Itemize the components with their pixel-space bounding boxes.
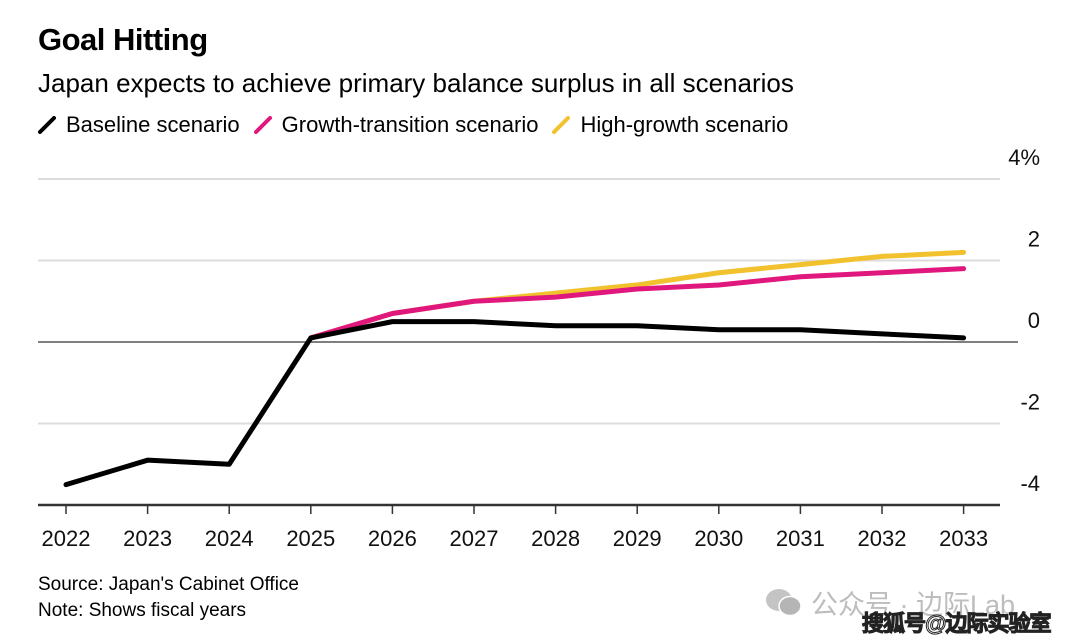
watermark-sohu: 搜狐号@边际实验室 [861, 611, 1051, 637]
watermark-wechat: 公众号 · 边际Lab [765, 583, 1015, 622]
legend-label-high-growth: High-growth scenario [580, 112, 789, 137]
wechat-icon [766, 588, 802, 616]
legend-item-high-growth: High-growth scenario [552, 112, 788, 138]
chart-subtitle: Japan expects to achieve primary balance… [38, 68, 794, 98]
x-tick-label: 2032 [858, 526, 907, 551]
legend-swatch-growth-transition-icon [253, 116, 272, 134]
y-tick-label: 4% [1008, 145, 1040, 170]
x-axis: 2022 2023 2024 2025 2026 2027 2028 2029 2030 2031… [38, 503, 1000, 551]
legend-label-growth-transition: Growth-transition scenario [281, 112, 539, 137]
series-line-growth-transition-scenario [308, 266, 967, 341]
x-tick-label: 2031 [776, 526, 825, 551]
x-tick-label: 2023 [123, 526, 172, 551]
y-tick-label: -2 [1020, 390, 1040, 415]
y-tick-label: -4 [1020, 471, 1040, 496]
x-tick-label: 2033 [939, 526, 988, 551]
series-lines [63, 249, 967, 488]
legend-label-baseline: Baseline scenario [66, 112, 240, 137]
x-tick-label: 2025 [286, 526, 335, 551]
fiscal-year-note: Note: Shows fiscal years [38, 600, 247, 621]
x-tick-label: 2027 [450, 526, 499, 551]
x-tick-label: 2022 [42, 526, 91, 551]
source-note: Source: Japan's Cabinet Office [38, 574, 299, 595]
x-tick-label: 2026 [368, 526, 417, 551]
x-tick-label: 2029 [613, 526, 662, 551]
y-axis-labels: 4% 2 0 -2 -4 [1008, 145, 1040, 496]
y-tick-label: 0 [1028, 308, 1040, 333]
series-line-baseline-scenario [63, 319, 967, 488]
x-tick-label: 2028 [531, 526, 580, 551]
legend-swatch-baseline-icon [38, 116, 56, 134]
gridlines [38, 178, 1018, 425]
legend-item-baseline: Baseline scenario [38, 112, 240, 138]
watermark-wechat-text: 公众号 · 边际Lab [811, 590, 1016, 620]
x-tick-label: 2024 [205, 526, 254, 551]
legend: Baseline scenario Growth-transition scen… [38, 112, 802, 138]
chart-title: Goal Hitting [38, 22, 208, 57]
x-tick-label: 2030 [694, 526, 743, 551]
legend-swatch-high-growth-icon [552, 116, 571, 134]
y-tick-label: 2 [1028, 227, 1040, 252]
legend-item-growth-transition: Growth-transition scenario [253, 112, 539, 138]
